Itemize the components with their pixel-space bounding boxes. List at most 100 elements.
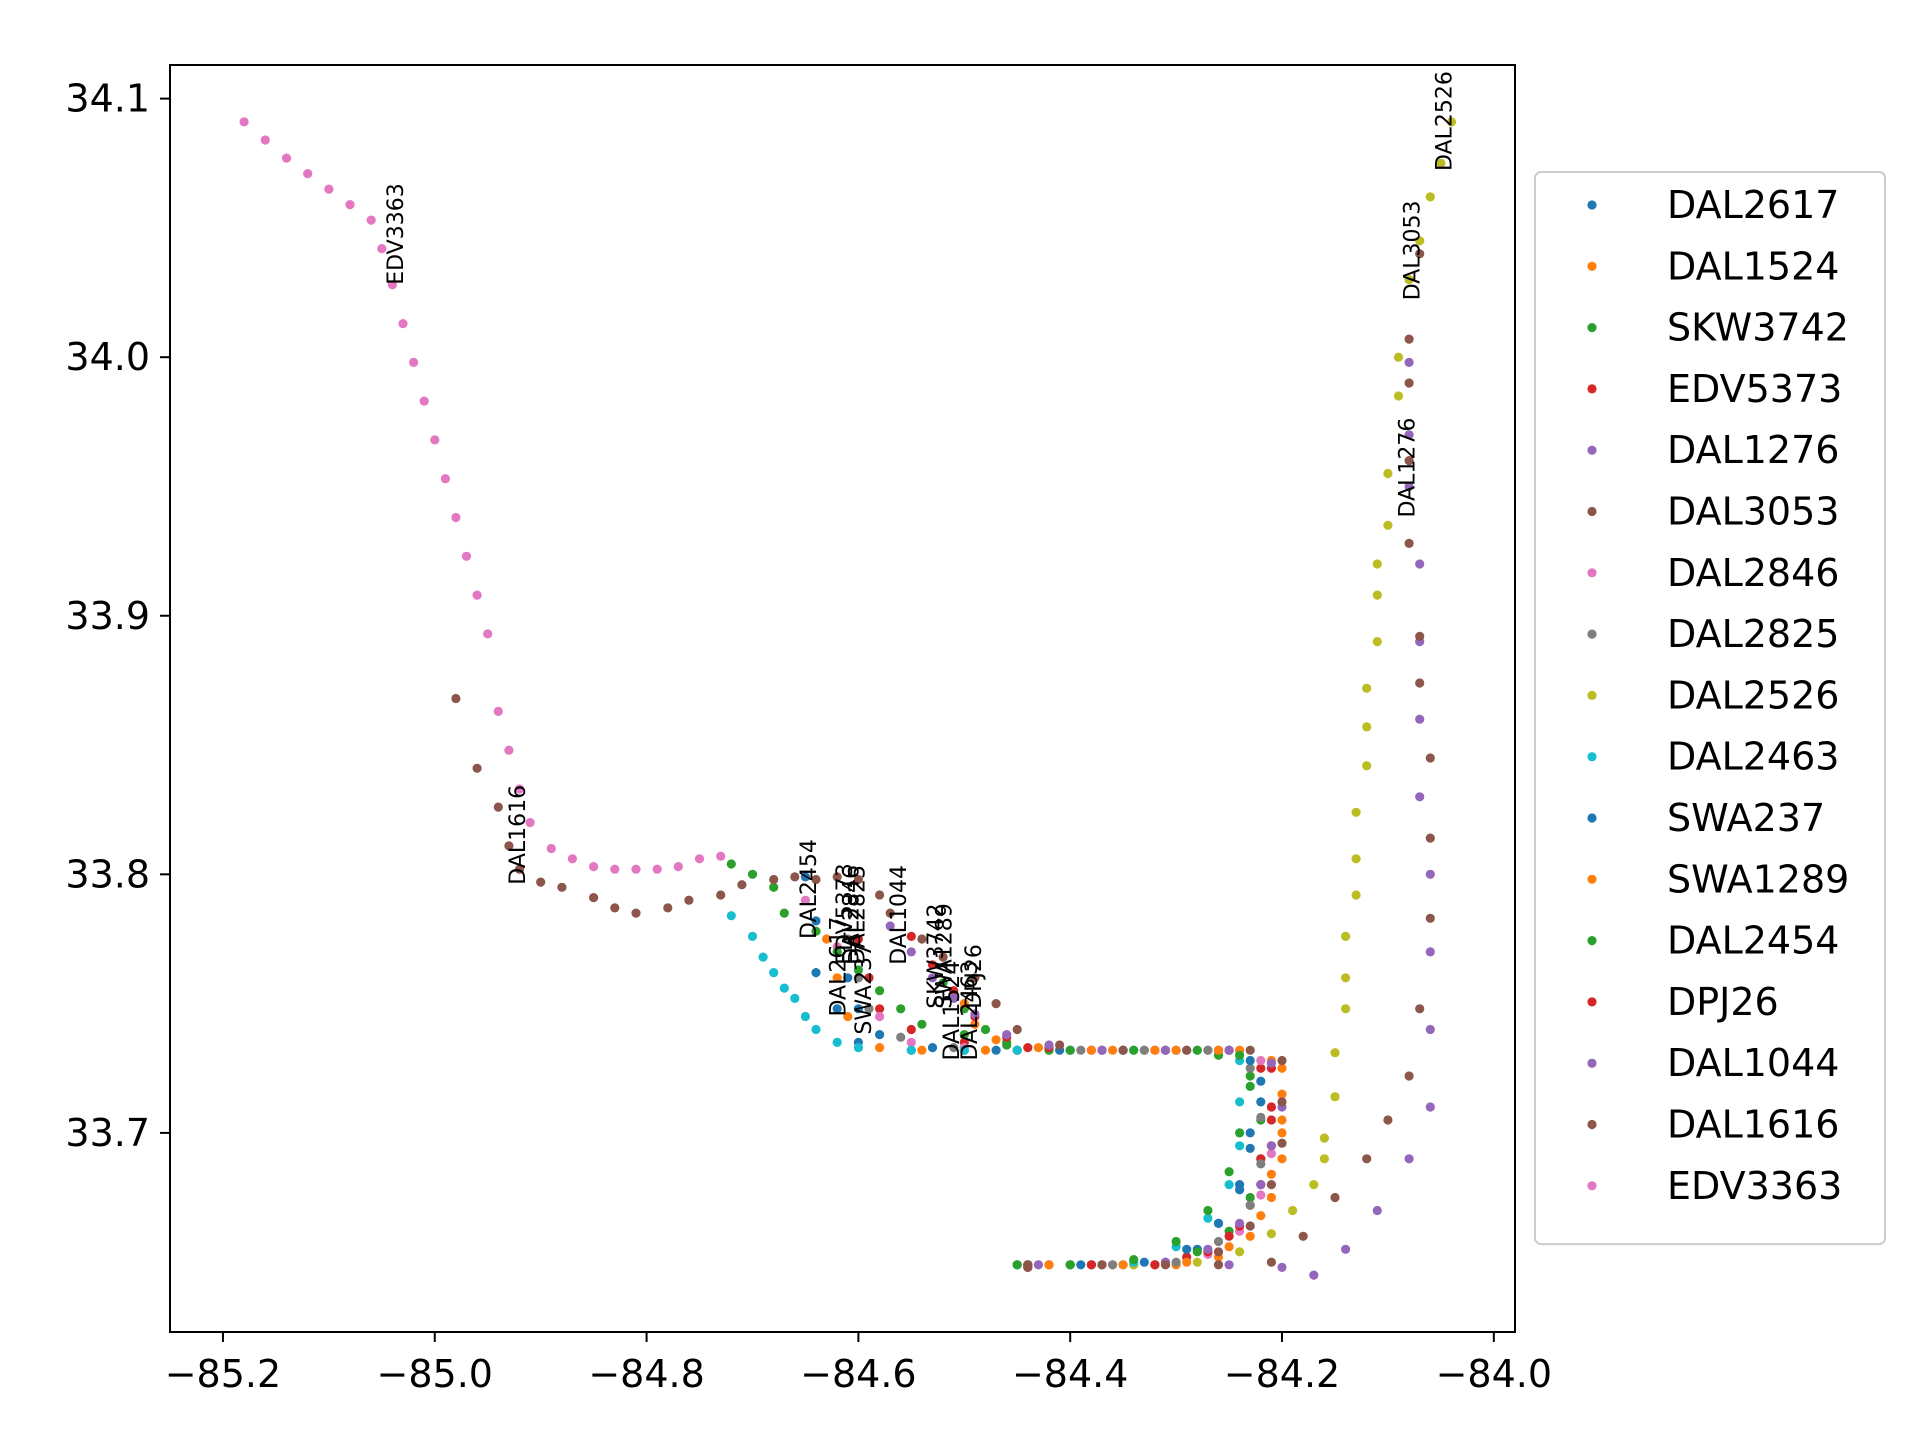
series-DAL3053 xyxy=(1023,249,1435,1272)
point-DAL2454-9 xyxy=(917,1019,927,1029)
point-DAL2526-22 xyxy=(1330,1092,1340,1102)
point-DAL2846-4 xyxy=(906,1037,916,1047)
point-DAL1044-12 xyxy=(1266,1141,1276,1151)
point-SWA1289-9 xyxy=(1277,1128,1287,1138)
point-EDV3363-26 xyxy=(631,864,641,874)
point-DAL2463-7 xyxy=(811,1024,821,1035)
point-SWA237-3 xyxy=(843,973,853,983)
point-DAL1616-0 xyxy=(451,693,461,704)
point-DAL1616-19 xyxy=(875,890,885,900)
point-DAL2454-7 xyxy=(875,986,885,996)
point-DAL1276-6 xyxy=(1415,792,1425,802)
point-DAL2846-10 xyxy=(1256,1055,1266,1066)
legend-marker-DAL2846 xyxy=(1587,568,1597,578)
point-DAL1616-3 xyxy=(504,841,514,851)
annotation-EDV3363: EDV3363 xyxy=(384,183,409,285)
point-DAL1044-8 xyxy=(1160,1045,1171,1055)
point-DAL1616-2 xyxy=(493,802,503,812)
plot-marks xyxy=(239,117,1457,1280)
point-DAL2825-10 xyxy=(1256,1112,1266,1122)
point-SWA237-17 xyxy=(1139,1257,1149,1267)
point-DAL2526-7 xyxy=(1383,468,1393,479)
point-DAL1616-23 xyxy=(970,973,980,983)
point-EDV3363-3 xyxy=(303,169,313,179)
point-DAL1524-8 xyxy=(1171,1045,1181,1055)
annotation-SKW3742: SKW3742 xyxy=(924,903,949,1008)
point-DAL3053-9 xyxy=(1425,913,1435,923)
point-DAL2846-0 xyxy=(800,895,811,905)
point-DAL2825-9 xyxy=(1245,1063,1255,1073)
point-SWA237-12 xyxy=(1256,1097,1266,1107)
point-DAL2825-13 xyxy=(1213,1236,1224,1247)
point-SWA237-14 xyxy=(1235,1185,1245,1195)
point-DAL2454-20 xyxy=(1171,1236,1181,1247)
point-DAL3053-7 xyxy=(1425,753,1435,763)
point-DAL1616-6 xyxy=(557,882,567,892)
point-SWA1289-12 xyxy=(1224,1242,1234,1252)
series-DAL2825 xyxy=(843,934,1266,1270)
point-DAL3053-17 xyxy=(1213,1260,1224,1270)
legend-marker-DAL1276 xyxy=(1587,445,1597,455)
point-SWA237-18 xyxy=(1076,1260,1086,1270)
point-DAL2454-8 xyxy=(896,1004,906,1014)
legend-marker-DAL2617 xyxy=(1587,200,1597,210)
annotation-DAL2825: DAL2825 xyxy=(846,865,871,965)
legend-marker-DAL2454 xyxy=(1587,936,1597,946)
point-DAL1276-13 xyxy=(1341,1244,1351,1254)
point-DAL2526-12 xyxy=(1362,683,1372,693)
point-DAL2526-10 xyxy=(1372,590,1382,600)
point-DAL1616-8 xyxy=(610,903,620,913)
point-DAL1276-8 xyxy=(1425,947,1435,957)
point-EDV3363-18 xyxy=(493,706,503,717)
point-DAL1616-24 xyxy=(991,999,1001,1009)
annotation-SWA237: SWA237 xyxy=(852,943,877,1035)
point-DAL1276-11 xyxy=(1404,1154,1414,1164)
point-DAL1616-17 xyxy=(832,872,842,882)
point-DAL3053-3 xyxy=(1404,456,1414,466)
point-DAL1524-11 xyxy=(1277,1115,1287,1125)
point-DAL3053-13 xyxy=(1362,1154,1372,1164)
y-tick-label: 33.8 xyxy=(65,852,150,896)
point-EDV5373-1 xyxy=(864,973,874,983)
point-EDV3363-27 xyxy=(652,864,662,874)
legend-marker-DAL2463 xyxy=(1587,752,1597,762)
point-DPJ26-16 xyxy=(1086,1260,1096,1270)
legend-marker-DAL3053 xyxy=(1587,506,1597,517)
point-EDV5373-3 xyxy=(906,1024,916,1035)
point-DAL1276-3 xyxy=(1415,559,1425,569)
point-SWA1289-0 xyxy=(959,999,969,1009)
point-DAL1616-27 xyxy=(1118,1045,1128,1055)
point-EDV3363-12 xyxy=(430,435,440,445)
point-DAL1524-13 xyxy=(1266,1192,1276,1203)
legend-label-DAL2846: DAL2846 xyxy=(1667,551,1839,595)
point-DAL1616-12 xyxy=(716,890,726,900)
point-EDV5373-10 xyxy=(1266,1115,1276,1125)
legend-label-SWA1289: SWA1289 xyxy=(1667,857,1849,901)
point-DAL2463-0 xyxy=(726,911,736,921)
point-DAL2526-19 xyxy=(1341,973,1351,983)
point-DAL1276-2 xyxy=(1404,481,1414,492)
point-DAL3053-8 xyxy=(1425,833,1435,843)
annotation-DAL2463: DAL2463 xyxy=(958,961,983,1061)
point-DAL2825-8 xyxy=(1203,1045,1213,1055)
point-DAL1616-13 xyxy=(737,880,747,890)
legend-marker-SKW3742 xyxy=(1587,323,1597,333)
point-DAL1616-33 xyxy=(1266,1180,1276,1190)
point-DAL2454-19 xyxy=(1203,1205,1213,1216)
point-SWA237-11 xyxy=(1245,1055,1255,1066)
point-DAL2526-29 xyxy=(1192,1257,1202,1267)
point-DAL2463-8 xyxy=(832,1037,842,1047)
point-DAL2825-6 xyxy=(1076,1045,1086,1055)
point-DPJ26-1 xyxy=(927,960,938,970)
point-SWA237-7 xyxy=(991,1045,1001,1055)
point-DAL2463-6 xyxy=(800,1011,811,1022)
point-EDV3363-24 xyxy=(589,862,599,872)
point-DAL2526-9 xyxy=(1372,559,1382,569)
point-DAL1276-16 xyxy=(1224,1260,1234,1270)
point-EDV3363-1 xyxy=(260,135,270,145)
x-tick-label: −84.8 xyxy=(588,1352,704,1396)
point-DAL1276-15 xyxy=(1277,1262,1287,1272)
point-DAL2526-25 xyxy=(1309,1180,1319,1190)
legend-label-EDV5373: EDV5373 xyxy=(1667,367,1842,411)
